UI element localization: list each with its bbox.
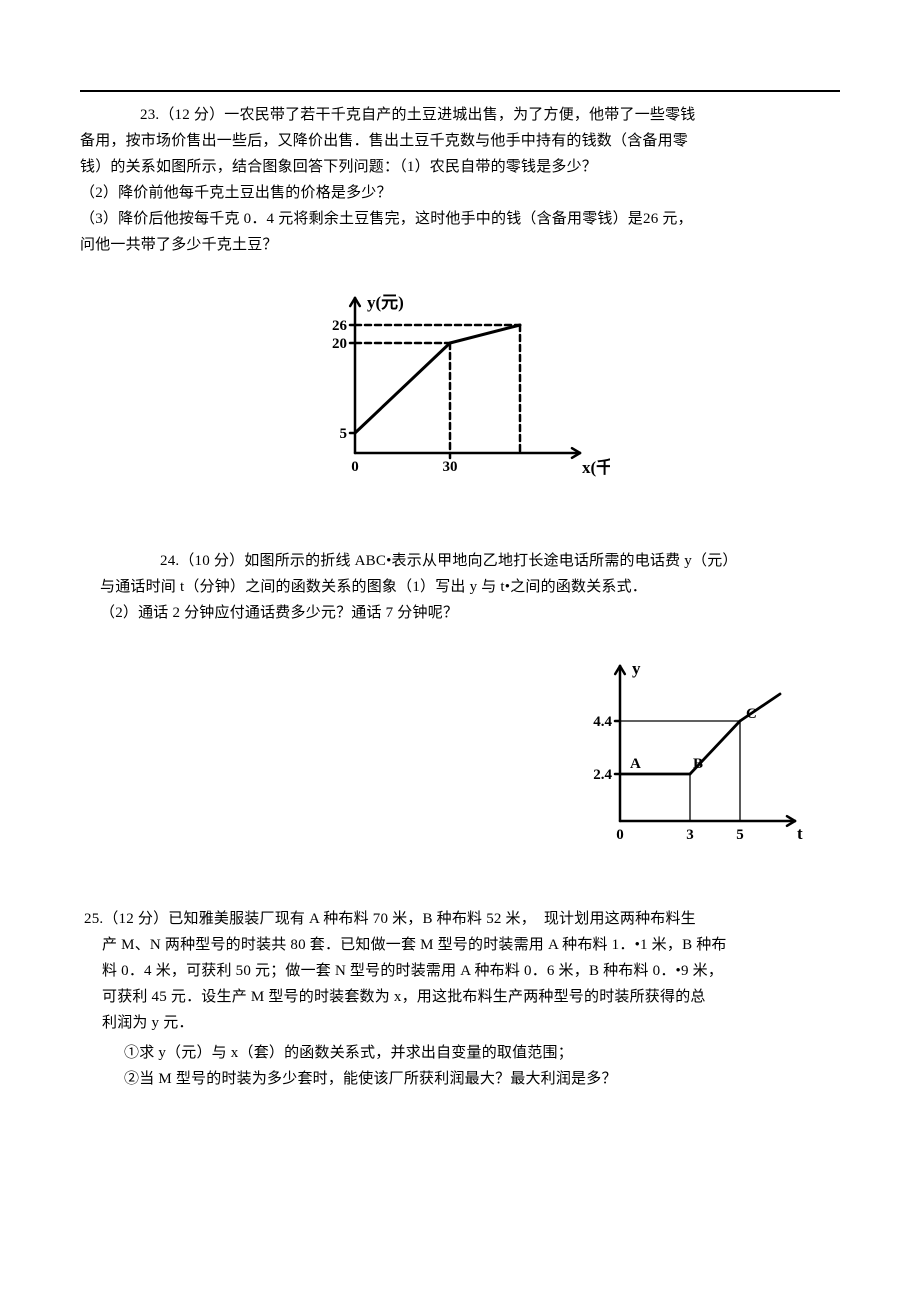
svg-text:t: t [797,824,803,843]
q25-body-1: 产 M、N 两种型号的时装共 80 套．已知做一套 M 型号的时装需用 A 种布… [80,932,840,958]
svg-text:y: y [632,659,641,678]
svg-text:5: 5 [340,426,348,442]
q25-head: 25.（12 分）已知雅美服装厂现有 A 种布料 70 米，B 种布料 52 米… [80,906,840,932]
q25-sub-2: ②当 M 型号的时装为多少套时，能使该厂所获利润最大？最大利润是多？ [80,1066,840,1092]
svg-text:C: C [746,706,757,722]
svg-text:0: 0 [616,827,624,843]
q23-chart: 5 20 26 0 30 y(元) x(千克) [310,288,610,488]
q23-line-1: 23.（12 分）一农民带了若干千克自产的土豆进城出售，为了方便，他带了一些零钱 [80,102,840,128]
q25-sub-1: ①求 y（元）与 x（套）的函数关系式，并求出自变量的取值范围； [80,1040,840,1066]
svg-text:26: 26 [332,318,348,334]
q25-body-2: 料 0．4 米，可获利 50 元；做一套 N 型号的时装需用 A 种布料 0．6… [80,958,840,984]
q24-line-3: （2）通话 2 分钟应付通话费多少元？通话 7 分钟呢？ [80,600,840,626]
svg-text:B: B [693,756,703,772]
svg-text:20: 20 [332,336,347,352]
svg-text:2.4: 2.4 [593,767,612,783]
q24-line-1: 24.（10 分）如图所示的折线 ABC•表示从甲地向乙地打长途电话所需的电话费… [80,548,840,574]
svg-text:3: 3 [686,827,694,843]
svg-text:30: 30 [443,459,458,475]
question-23: 23.（12 分）一农民带了若干千克自产的土豆进城出售，为了方便，他带了一些零钱… [80,102,840,488]
q25-body-3: 可获利 45 元．设生产 M 型号的时装套数为 x，用这批布料生产两种型号的时装… [80,984,840,1010]
horizontal-rule [80,90,840,92]
q24-line-2: 与通话时间 t（分钟）之间的函数关系的图象（1）写出 y 与 t•之间的函数关系… [80,574,840,600]
q24-chart: 2.4 4.4 0 3 5 A B Cy t [580,656,810,851]
q25-body-4: 利润为 y 元． [80,1010,840,1036]
svg-text:0: 0 [351,459,359,475]
svg-text:4.4: 4.4 [593,714,612,730]
q23-line-2: 备用，按市场价售出一些后，又降价出售．售出土豆千克数与他手中持有的钱数（含备用零 [80,128,840,154]
svg-text:A: A [630,756,641,772]
svg-text:x(千克): x(千克) [582,457,610,477]
q23-line-6: 问他一共带了多少千克土豆？ [80,232,840,258]
svg-text:y(元): y(元) [367,293,404,312]
q23-line-4: （2）降价前他每千克土豆出售的价格是多少？ [80,180,840,206]
q23-line-3: 钱）的关系如图所示，结合图象回答下列问题：（1）农民自带的零钱是多少？ [80,154,840,180]
question-24: 24.（10 分）如图所示的折线 ABC•表示从甲地向乙地打长途电话所需的电话费… [80,548,840,851]
q23-line-5: （3）降价后他按每千克 0．4 元将剩余土豆售完，这时他手中的钱（含备用零钱）是… [80,206,840,232]
question-25: 25.（12 分）已知雅美服装厂现有 A 种布料 70 米，B 种布料 52 米… [80,906,840,1092]
svg-text:5: 5 [736,827,744,843]
